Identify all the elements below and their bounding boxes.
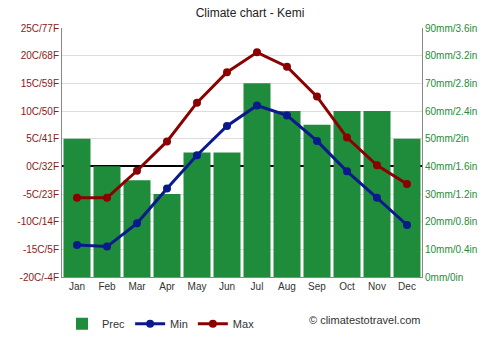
svg-text:15C/59F: 15C/59F bbox=[21, 78, 59, 89]
svg-text:-5C/23F: -5C/23F bbox=[23, 189, 59, 200]
svg-text:25C/77F: 25C/77F bbox=[21, 23, 59, 34]
svg-text:-15C/5F: -15C/5F bbox=[23, 244, 59, 255]
svg-text:20mm/0.8in: 20mm/0.8in bbox=[425, 216, 477, 227]
svg-text:Nov: Nov bbox=[368, 281, 386, 292]
svg-text:Aug: Aug bbox=[278, 281, 296, 292]
svg-text:Min: Min bbox=[170, 318, 188, 330]
svg-text:Apr: Apr bbox=[159, 281, 175, 292]
svg-text:20C/68F: 20C/68F bbox=[21, 50, 59, 61]
svg-text:Dec: Dec bbox=[398, 281, 416, 292]
svg-text:50mm/2in: 50mm/2in bbox=[425, 133, 469, 144]
svg-text:0mm/0in: 0mm/0in bbox=[425, 272, 463, 283]
svg-text:-20C/-4F: -20C/-4F bbox=[20, 272, 59, 283]
svg-text:10mm/0.4in: 10mm/0.4in bbox=[425, 244, 477, 255]
svg-text:Sep: Sep bbox=[308, 281, 326, 292]
svg-text:Climate chart - Kemi: Climate chart - Kemi bbox=[196, 6, 305, 20]
svg-text:10C/50F: 10C/50F bbox=[21, 106, 59, 117]
svg-text:90mm/3.6in: 90mm/3.6in bbox=[425, 23, 477, 34]
svg-text:Max: Max bbox=[233, 318, 254, 330]
svg-text:Mar: Mar bbox=[128, 281, 146, 292]
svg-text:30mm/1.2in: 30mm/1.2in bbox=[425, 189, 477, 200]
svg-text:Jul: Jul bbox=[251, 281, 264, 292]
svg-text:0C/32F: 0C/32F bbox=[26, 161, 59, 172]
svg-text:60mm/2.4in: 60mm/2.4in bbox=[425, 106, 477, 117]
svg-text:Oct: Oct bbox=[339, 281, 355, 292]
svg-text:© climatestotravel.com: © climatestotravel.com bbox=[309, 314, 420, 326]
svg-text:70mm/2.8in: 70mm/2.8in bbox=[425, 78, 477, 89]
svg-text:Prec: Prec bbox=[102, 318, 125, 330]
svg-text:Jun: Jun bbox=[219, 281, 235, 292]
svg-text:5C/41F: 5C/41F bbox=[26, 133, 59, 144]
svg-text:May: May bbox=[188, 281, 207, 292]
svg-text:80mm/3.2in: 80mm/3.2in bbox=[425, 50, 477, 61]
svg-text:Jan: Jan bbox=[69, 281, 85, 292]
svg-text:Feb: Feb bbox=[98, 281, 116, 292]
svg-text:-10C/14F: -10C/14F bbox=[17, 216, 59, 227]
svg-text:40mm/1.6in: 40mm/1.6in bbox=[425, 161, 477, 172]
